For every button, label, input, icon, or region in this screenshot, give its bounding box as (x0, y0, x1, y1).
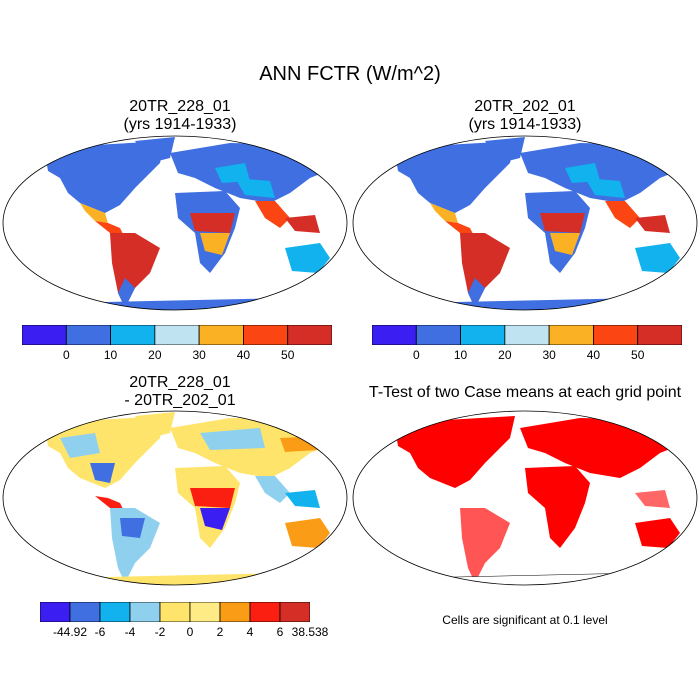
panel1-title: 20TR_228_01 (yrs 1914-1933) (40, 98, 320, 134)
map-panel-3 (2, 410, 348, 586)
panel4-title-line1: T-Test of two Case means at each grid po… (368, 384, 682, 401)
colorbar-tick-label: 40 (586, 348, 601, 362)
colorbar-tick-label: 50 (281, 348, 295, 362)
colorbar-panel-2-labels: 0 10 20 30 40 50 (372, 348, 682, 364)
colorbar-bin (159, 602, 191, 622)
colorbar-bin (65, 325, 111, 345)
panel2-title: 20TR_202_01 (yrs 1914-1933) (385, 98, 665, 134)
land-australia (285, 518, 330, 548)
land-south-america (110, 233, 160, 308)
colorbar-bin (243, 325, 289, 345)
colorbar-tick-label: 0 (186, 625, 194, 639)
colorbar-bin (279, 602, 310, 622)
colorbar-bin (460, 325, 506, 345)
panel3-title: 20TR_228_01 - 20TR_202_01 (40, 374, 320, 410)
colorbar-tick-label: -2 (154, 625, 166, 639)
land-africa (175, 466, 240, 548)
colorbar-bin (189, 602, 221, 622)
panel1-title-line2: (yrs 1914-1933) (123, 116, 237, 133)
sig-australia (635, 518, 680, 548)
colorbar-panel-3-labels: -44.92 -6 -4 -2 0 2 4 6 38.538 (40, 625, 328, 641)
colorbar-bin (593, 325, 639, 345)
panel2-title-line2: (yrs 1914-1933) (468, 116, 582, 133)
colorbar-panel-1 (22, 325, 332, 345)
colorbar-bin (637, 325, 682, 345)
colorbar-bin (69, 602, 101, 622)
colorbar-bin (99, 602, 131, 622)
land-antarctica (40, 298, 320, 310)
colorbar-tick-label: -44.92 (52, 625, 88, 639)
land-australia (635, 243, 680, 273)
colorbar-bin (129, 602, 161, 622)
land-north-america (45, 416, 165, 488)
colorbar-tick-label: 0 (412, 348, 420, 362)
figure-title: ANN FCTR (W/m^2) (259, 63, 441, 85)
land-north-america (395, 141, 515, 213)
colorbar-bin (504, 325, 550, 345)
significance-note: Cells are significant at 0.1 level (442, 613, 608, 627)
colorbar-tick-label: 40 (236, 348, 251, 362)
colorbar-bin (372, 325, 417, 345)
sig-africa (525, 466, 590, 548)
panel2-title-line1: 20TR_202_01 (474, 98, 576, 115)
colorbar-bin (198, 325, 244, 345)
panel4-title: T-Test of two Case means at each grid po… (355, 384, 695, 402)
land-africa (525, 191, 590, 273)
colorbar-tick-label: 10 (453, 348, 468, 362)
land-south-america (460, 233, 510, 308)
land-africa (175, 191, 240, 273)
colorbar-tick-label: 10 (103, 348, 118, 362)
land-north-america (45, 141, 165, 213)
panel1-title-line1: 20TR_228_01 (129, 98, 231, 115)
colorbar-bin (40, 602, 71, 622)
map-panel-1 (2, 135, 348, 311)
colorbar-bin (548, 325, 594, 345)
colorbar-tick-label: 0 (62, 348, 70, 362)
colorbar-bin (415, 325, 461, 345)
panel3-title-line2: - 20TR_202_01 (124, 392, 236, 409)
sig-north-america (395, 416, 515, 488)
map-panel-4 (352, 410, 698, 586)
colorbar-panel-1-labels: 0 10 20 30 40 50 (22, 348, 332, 364)
colorbar-tick-label: 38.538 (291, 625, 329, 639)
panel3-title-line1: 20TR_228_01 (129, 374, 231, 391)
colorbar-tick-label: 20 (498, 348, 512, 362)
colorbar-bin (22, 325, 67, 345)
colorbar-bin (154, 325, 200, 345)
colorbar-panel-3 (40, 602, 310, 622)
colorbar-bin (287, 325, 332, 345)
colorbar-tick-label: 30 (192, 348, 206, 362)
map-panel-2 (352, 135, 698, 311)
colorbar-panel-2 (372, 325, 682, 345)
sig-south-america (460, 508, 510, 583)
colorbar-tick-label: -6 (94, 625, 106, 639)
colorbar-tick-label: 20 (148, 348, 162, 362)
colorbar-tick-label: 2 (216, 625, 224, 639)
land-antarctica (40, 573, 320, 585)
colorbar-bin (249, 602, 281, 622)
colorbar-tick-label: 6 (276, 625, 284, 639)
colorbar-bin (219, 602, 251, 622)
colorbar-tick-label: 50 (631, 348, 645, 362)
land-australia (285, 243, 330, 273)
colorbar-tick-label: -4 (124, 625, 136, 639)
land-antarctica (390, 298, 670, 310)
colorbar-bin (110, 325, 156, 345)
colorbar-tick-label: 30 (542, 348, 556, 362)
colorbar-tick-label: 4 (246, 625, 254, 639)
